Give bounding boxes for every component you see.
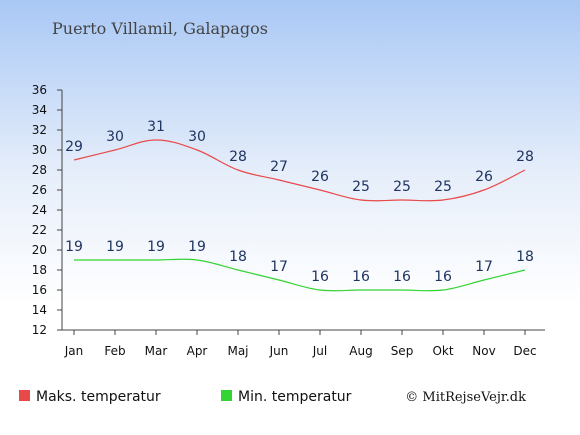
y-tick-label: 14 [32, 303, 47, 317]
x-tick-label: Jun [269, 344, 289, 358]
data-label: 30 [188, 129, 206, 145]
data-label: 16 [434, 269, 452, 285]
y-tick-label: 20 [32, 243, 47, 257]
x-tick-label: Jan [64, 344, 84, 358]
x-tick-label: Okt [432, 344, 453, 358]
x-tick-label: Dec [513, 344, 536, 358]
series-layer: 29 30 31 30 28 27 26 25 25 25 26 28 19 19 19 19 18 17 16 16… [65, 119, 534, 292]
y-tick-label: 12 [32, 323, 47, 337]
x-tick-label: Apr [187, 344, 208, 358]
data-label: 19 [106, 239, 124, 255]
data-label: 16 [352, 269, 370, 285]
data-label: 27 [270, 159, 288, 175]
data-label: 29 [65, 139, 83, 155]
data-label: 28 [229, 149, 247, 165]
legend-swatch [221, 390, 232, 401]
legend: Maks. temperatur Min. temperatur [19, 389, 352, 405]
data-label: 28 [516, 149, 534, 165]
data-label: 25 [352, 179, 370, 195]
series-max: 29 30 31 30 28 27 26 25 25 25 26 28 [65, 119, 534, 202]
data-label: 18 [516, 249, 534, 265]
data-label: 25 [393, 179, 411, 195]
data-label: 19 [147, 239, 165, 255]
y-tick-label: 36 [32, 83, 47, 97]
y-tick-label: 26 [32, 183, 47, 197]
x-tick-label: Maj [227, 344, 248, 358]
y-tick-label: 22 [32, 223, 47, 237]
y-tick-label: 24 [32, 203, 47, 217]
y-ticks: 12 14 16 18 20 22 24 26 28 30 32 34 36 [32, 83, 62, 337]
y-tick-label: 32 [32, 123, 47, 137]
data-label: 19 [188, 239, 206, 255]
x-tick-label: Jul [312, 344, 327, 358]
data-label: 17 [270, 259, 288, 275]
x-tick-label: Sep [391, 344, 414, 358]
series-min: 19 19 19 19 18 17 16 16 16 16 17 18 [65, 239, 534, 292]
x-tick-label: Aug [349, 344, 372, 358]
data-label: 25 [434, 179, 452, 195]
data-label: 16 [393, 269, 411, 285]
y-tick-label: 18 [32, 263, 47, 277]
data-label: 30 [106, 129, 124, 145]
y-tick-label: 16 [32, 283, 47, 297]
y-tick-label: 30 [32, 143, 47, 157]
data-label: 19 [65, 239, 83, 255]
legend-swatch [19, 390, 30, 401]
data-label: 16 [311, 269, 329, 285]
x-tick-label: Nov [472, 344, 495, 358]
legend-label: Maks. temperatur [36, 389, 161, 405]
y-tick-label: 34 [32, 103, 47, 117]
x-tick-label: Mar [145, 344, 168, 358]
x-tick-label: Feb [104, 344, 125, 358]
data-label: 31 [147, 119, 165, 135]
data-label: 26 [311, 169, 329, 185]
legend-label: Min. temperatur [238, 389, 352, 405]
credit-text: © MitRejseVejr.dk [405, 390, 526, 405]
series-line [74, 258, 526, 292]
chart-title: Puerto Villamil, Galapagos [52, 19, 268, 38]
data-label: 17 [475, 259, 493, 275]
series-line [73, 139, 526, 202]
data-label: 26 [475, 169, 493, 185]
data-label: 18 [229, 249, 247, 265]
x-ticks: Jan Feb Mar Apr Maj Jun Jul Aug Sep Okt Nov Dec [64, 330, 537, 358]
y-tick-label: 28 [32, 163, 47, 177]
